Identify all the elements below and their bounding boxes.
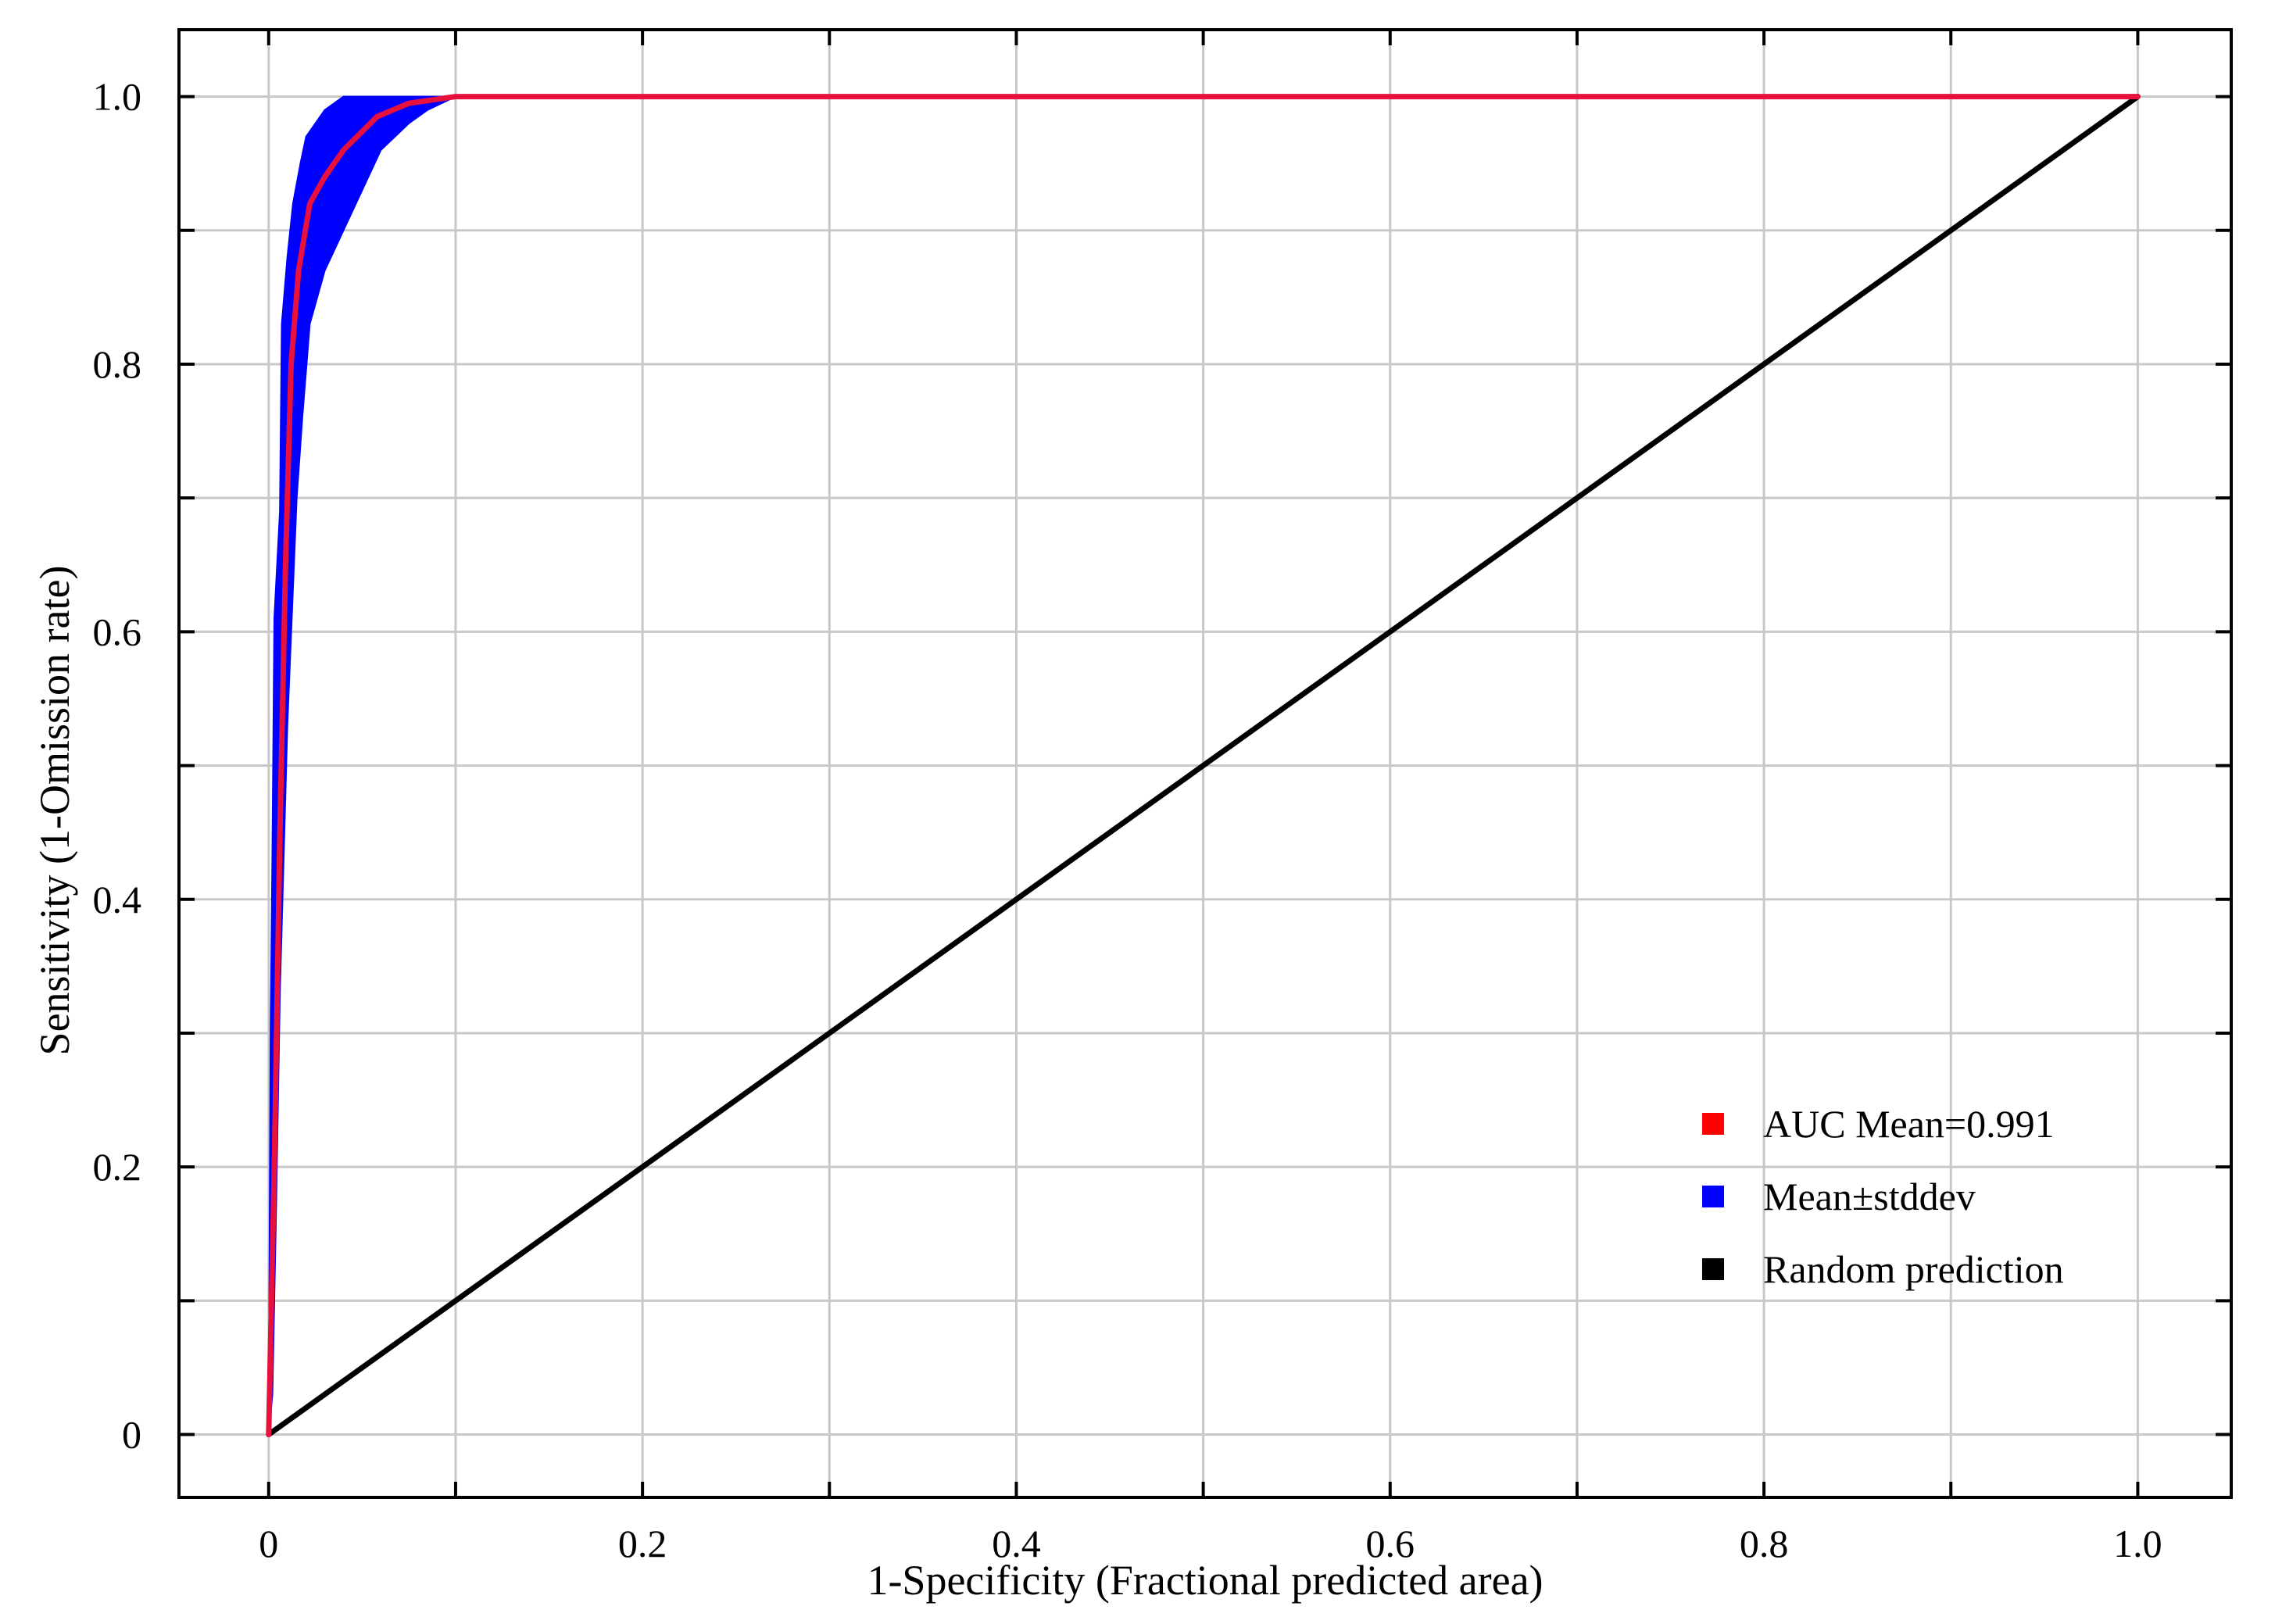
x-tick-labels: 0 0.2 0.4 0.6 0.8 1.0 [259,1522,2162,1565]
y-axis-title: Sensitivity (1-Omission rate) [31,566,78,1056]
y-tick-label: 1.0 [93,75,142,119]
legend-label: AUC Mean=0.991 [1763,1102,2055,1146]
legend-label: Random prediction [1763,1247,2064,1291]
axis-ticks [179,30,2231,1497]
x-axis-title: 1-Specificity (Fractional predicted area… [867,1557,1543,1604]
series-lines [266,94,2141,1438]
random-prediction-line [266,94,2141,1438]
y-tick-label: 0.6 [93,610,142,653]
x-tick-label: 1.0 [2113,1522,2162,1565]
plot-frame [177,28,2233,1499]
x-tick-label: 0.4 [992,1522,1041,1565]
legend-label: Mean±stddev [1763,1175,1976,1218]
x-tick-label: 0 [259,1522,278,1565]
y-tick-label: 0.8 [93,342,142,386]
y-tick-label: 0.2 [93,1145,142,1189]
y-tick-labels: 0 0.2 0.4 0.6 0.8 1.0 [93,75,142,1457]
grid-lines [179,30,2231,1497]
legend-swatch-stddev [1702,1186,1724,1207]
y-tick-label: 0 [122,1413,141,1457]
x-tick-label: 0.8 [1740,1522,1789,1565]
auc-mean-line [266,94,2141,1438]
y-tick-label: 0.4 [93,878,142,921]
x-tick-label: 0.2 [618,1522,667,1565]
x-tick-label: 0.6 [1366,1522,1415,1565]
legend-swatch-auc [1702,1113,1724,1135]
legend-swatch-random [1702,1258,1724,1280]
legend: AUC Mean=0.991 Mean±stddev Random predicti… [1702,1102,2064,1291]
